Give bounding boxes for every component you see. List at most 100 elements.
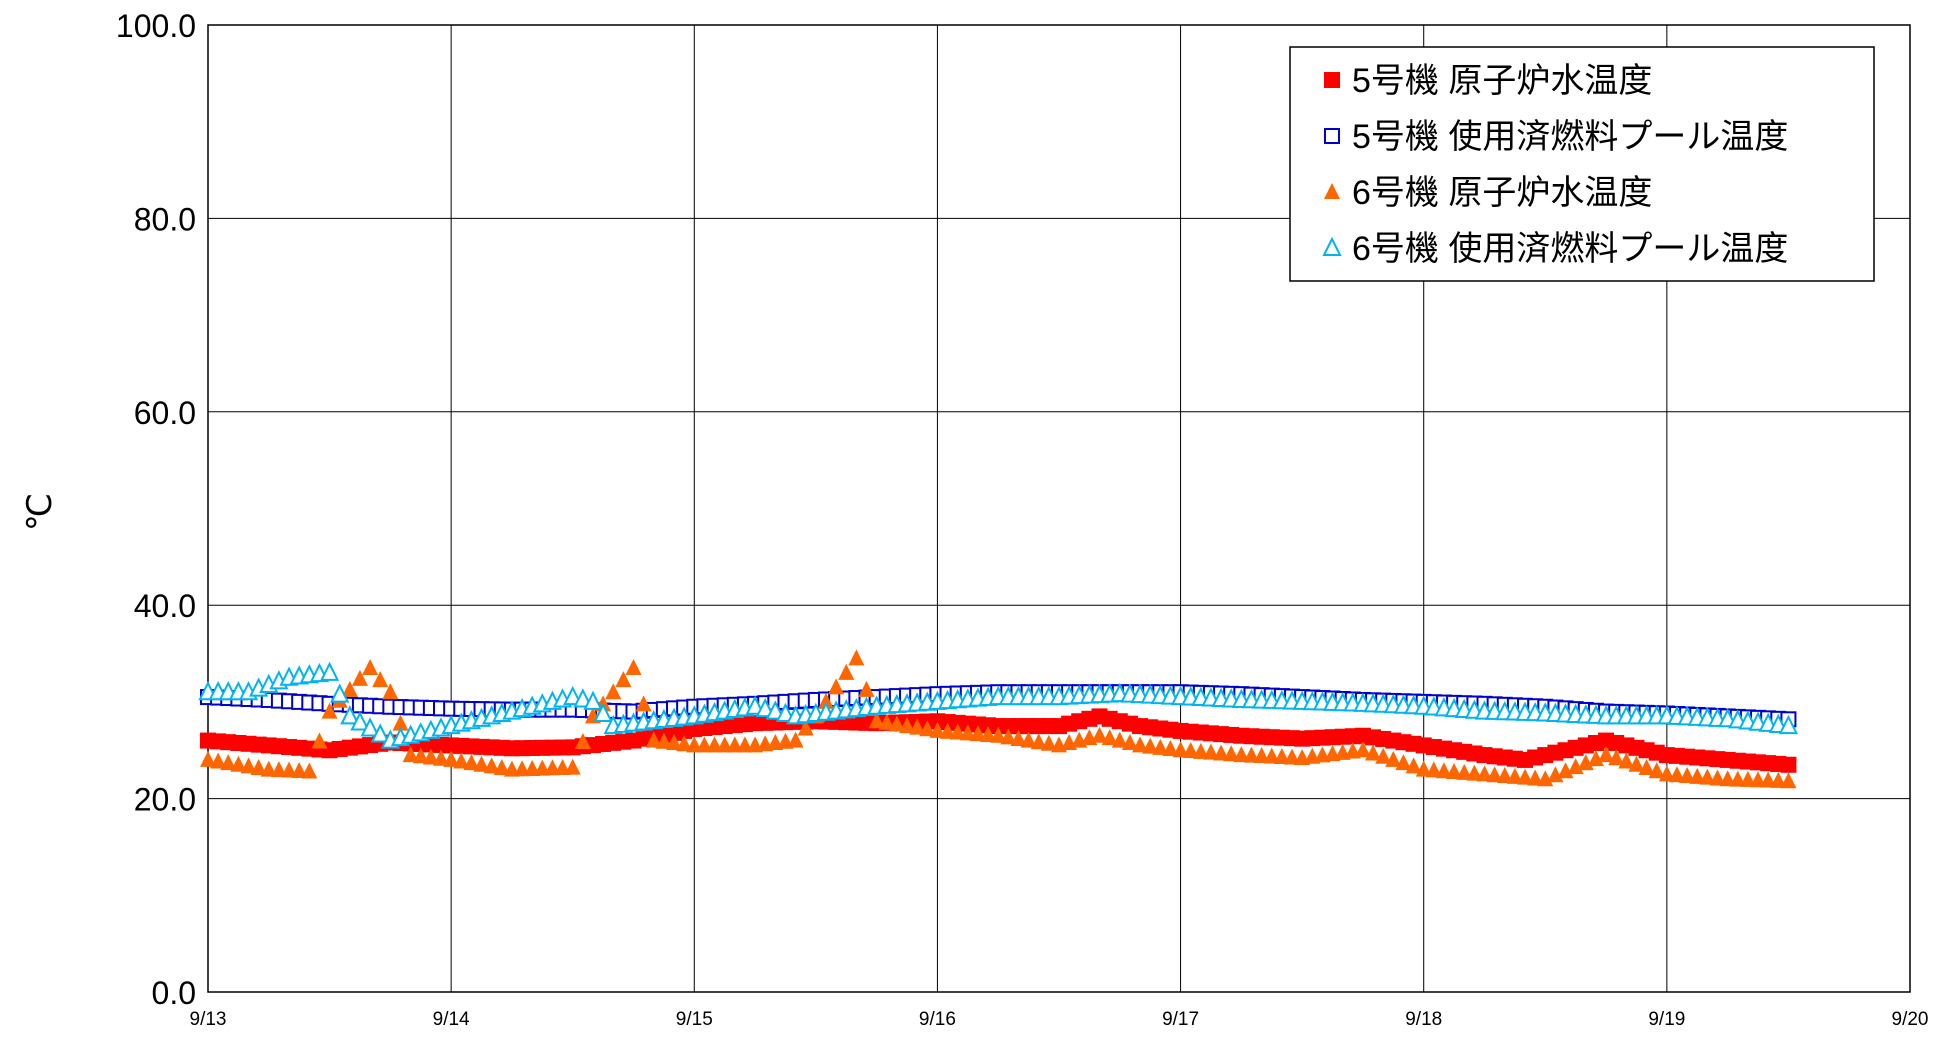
series-4 xyxy=(198,661,1799,749)
data-point xyxy=(291,762,308,779)
data-point xyxy=(1608,749,1625,766)
data-point xyxy=(1476,765,1493,782)
data-point xyxy=(1223,745,1240,762)
data-point xyxy=(392,714,409,731)
legend-label: 6号機 原子炉水温度 xyxy=(1352,174,1652,212)
y-tick-label: 60.0 xyxy=(134,395,196,431)
data-point xyxy=(686,736,703,753)
data-point xyxy=(755,697,775,718)
data-point xyxy=(1780,772,1797,789)
x-tick-label: 9/14 xyxy=(433,1009,470,1030)
data-point xyxy=(1263,747,1280,764)
data-point xyxy=(1750,771,1767,788)
legend-marker xyxy=(1324,72,1340,88)
x-tick-label: 9/18 xyxy=(1405,1009,1442,1030)
data-point xyxy=(1780,756,1797,773)
data-point xyxy=(1456,763,1473,780)
data-point xyxy=(838,663,855,680)
data-point xyxy=(593,702,613,722)
data-point xyxy=(939,722,956,739)
data-point xyxy=(716,736,733,753)
data-point xyxy=(340,705,360,725)
data-point xyxy=(635,695,652,712)
data-point xyxy=(220,754,237,771)
y-tick-label: 40.0 xyxy=(134,588,196,624)
data-point xyxy=(1000,728,1017,745)
data-point xyxy=(1648,762,1665,779)
legend-marker xyxy=(1324,183,1340,199)
data-point xyxy=(1253,747,1270,764)
data-point xyxy=(919,720,936,737)
data-point xyxy=(1243,746,1260,763)
data-point xyxy=(1496,767,1513,784)
data-point xyxy=(210,752,227,769)
data-point xyxy=(311,732,328,749)
data-point xyxy=(899,717,916,734)
data-point xyxy=(969,725,986,742)
data-point xyxy=(270,761,287,778)
data-point xyxy=(1446,763,1463,780)
data-point xyxy=(1020,731,1037,748)
data-point xyxy=(878,713,895,730)
x-tick-label: 9/15 xyxy=(676,1009,713,1030)
data-point xyxy=(1668,766,1685,783)
data-point xyxy=(765,700,785,720)
data-point xyxy=(372,671,389,688)
legend-label: 5号機 使用済燃料プール温度 xyxy=(1352,118,1788,156)
data-point xyxy=(1486,766,1503,783)
data-point xyxy=(787,731,804,748)
data-point xyxy=(1375,747,1392,764)
data-point xyxy=(1101,729,1118,746)
data-point xyxy=(574,733,591,750)
data-point xyxy=(980,725,997,742)
data-point xyxy=(605,683,622,700)
data-point xyxy=(402,746,419,763)
data-point xyxy=(828,678,845,695)
data-point xyxy=(1202,743,1219,760)
data-point xyxy=(929,721,946,738)
data-point xyxy=(1709,769,1726,786)
data-point xyxy=(775,702,796,722)
x-tick-label: 9/13 xyxy=(190,1009,227,1030)
data-point xyxy=(1760,771,1777,788)
data-point xyxy=(726,736,743,753)
data-point xyxy=(281,761,298,778)
data-point xyxy=(583,690,603,710)
data-point xyxy=(1354,741,1371,758)
legend: 5号機 原子炉水温度 5号機 使用済燃料プール温度 6号機 原子炉水温度 6号機 使用… xyxy=(1289,46,1875,282)
data-point xyxy=(1213,744,1230,761)
data-point xyxy=(321,702,338,719)
data-point xyxy=(573,688,593,708)
data-point xyxy=(370,723,390,743)
data-point xyxy=(745,695,765,715)
data-point xyxy=(1091,726,1108,743)
series-layer xyxy=(198,649,1799,789)
data-point xyxy=(1689,767,1706,784)
data-point xyxy=(493,758,510,775)
data-point xyxy=(1527,769,1544,786)
data-point xyxy=(1365,744,1382,761)
x-tick-label: 9/16 xyxy=(919,1009,956,1030)
data-point xyxy=(1557,762,1574,779)
y-tick-label: 20.0 xyxy=(134,782,196,818)
y-tick-label: 100.0 xyxy=(116,8,196,44)
data-point xyxy=(1425,761,1442,778)
data-point xyxy=(563,685,583,706)
data-point xyxy=(1567,758,1584,775)
data-point xyxy=(1030,733,1047,750)
data-point xyxy=(1172,741,1189,758)
data-point xyxy=(200,750,216,767)
data-point xyxy=(319,661,340,681)
data-point xyxy=(1273,748,1290,765)
data-point xyxy=(1547,766,1564,783)
data-point xyxy=(412,747,429,764)
data-point xyxy=(817,692,834,709)
data-point xyxy=(1699,768,1716,785)
data-point xyxy=(564,758,581,775)
data-point xyxy=(736,736,753,753)
data-point xyxy=(240,757,257,774)
data-point xyxy=(1770,771,1787,788)
legend-box xyxy=(1289,46,1875,282)
